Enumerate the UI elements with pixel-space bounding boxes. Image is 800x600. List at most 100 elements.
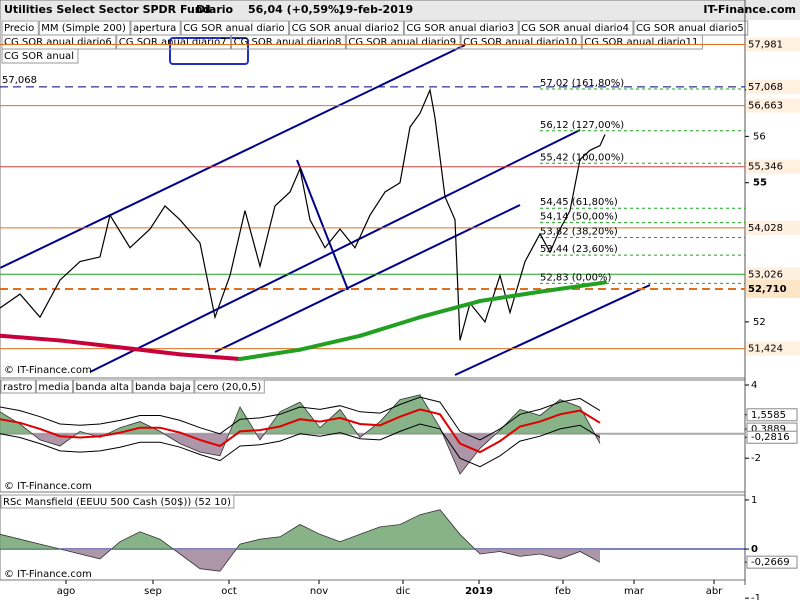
legend-entry: CG SOR anual diario9 bbox=[348, 37, 456, 48]
x-tick-label: 2019 bbox=[465, 586, 493, 597]
panel-label: rastro bbox=[3, 382, 32, 393]
moving-average bbox=[238, 347, 302, 361]
fib-label: 53,82 (38,20%) bbox=[540, 226, 618, 237]
level-tag bbox=[746, 341, 800, 356]
y-tick-label: -0,2669 bbox=[751, 557, 790, 568]
trend-channels bbox=[0, 44, 651, 376]
y-tick-label: -2 bbox=[751, 453, 761, 464]
level-label: 57,068 bbox=[748, 82, 783, 93]
legend-entry: CG SOR anual diario5 bbox=[636, 23, 744, 34]
legend-box bbox=[581, 34, 703, 50]
x-tick-label: abr bbox=[706, 586, 723, 597]
panel-label-box bbox=[73, 379, 133, 394]
panel-label: cero (20,0,5) bbox=[197, 382, 262, 393]
x-tick-label: dic bbox=[396, 586, 411, 597]
series-line bbox=[0, 396, 601, 441]
header-change: 56,04 (+0,59%) bbox=[248, 3, 344, 16]
fib-label: 57,02 (161,80%) bbox=[540, 78, 624, 89]
header-title: Utilities Select Sector SPDR Fund bbox=[4, 3, 210, 16]
y-tick-label: 4 bbox=[751, 380, 757, 391]
legend-entry: CG SOR anual diario4 bbox=[521, 23, 629, 34]
fib-label: 52,83 (0,00%) bbox=[540, 272, 611, 283]
level-label: 51,424 bbox=[748, 344, 783, 355]
series-line bbox=[0, 423, 601, 468]
panel-label-box bbox=[0, 379, 36, 394]
level-label: 54,028 bbox=[748, 223, 783, 234]
level-label: 56,663 bbox=[748, 101, 783, 112]
panel-label: media bbox=[38, 382, 69, 393]
legend-box bbox=[116, 34, 232, 50]
y-tick-label: 52 bbox=[753, 317, 766, 328]
price-line bbox=[0, 87, 606, 341]
x-tick-label: ago bbox=[57, 586, 76, 597]
legend-entry: CG SOR anual bbox=[4, 51, 74, 62]
level-tag bbox=[746, 279, 800, 298]
value-tag bbox=[746, 408, 798, 422]
legend-entry: CG SOR anual diario6 bbox=[4, 37, 112, 48]
moving-average bbox=[358, 315, 422, 338]
header-date: 19-feb-2019 bbox=[338, 3, 413, 16]
level-label: 55,346 bbox=[748, 162, 783, 173]
level-tag bbox=[746, 267, 800, 282]
panel-label: banda baja bbox=[135, 382, 191, 393]
level-label: 57,981 bbox=[748, 39, 783, 50]
level-tag bbox=[746, 220, 800, 235]
legend-box bbox=[460, 34, 582, 50]
legend-box bbox=[345, 34, 461, 50]
x-tick-label: oct bbox=[221, 586, 237, 597]
legend-entry: CG SOR anual diario8 bbox=[234, 37, 342, 48]
value-tag bbox=[746, 555, 798, 569]
value-tag bbox=[746, 430, 798, 444]
series-line bbox=[0, 408, 601, 454]
x-tick-label: sep bbox=[144, 586, 162, 597]
y-tick-label: 1 bbox=[751, 495, 757, 506]
watermark: © IT-Finance.com bbox=[4, 365, 92, 376]
legend-entry: CG SOR anual diario7 bbox=[119, 37, 227, 48]
level-label: 53,026 bbox=[748, 269, 783, 280]
level-tag bbox=[746, 159, 800, 174]
site: IT-Finance.com bbox=[703, 3, 796, 16]
panel-label-box bbox=[194, 379, 265, 394]
y-tick-label: -1 bbox=[751, 593, 761, 600]
y-tick-label: -0,2816 bbox=[751, 432, 790, 443]
panel-label: RSc Mansfield (EEUU 500 Cash (50$)) (52 … bbox=[3, 497, 231, 508]
level-label-left: 57,068 bbox=[2, 75, 37, 86]
moving-average bbox=[418, 299, 482, 320]
legend-entry: apertura bbox=[133, 23, 176, 34]
level-tag bbox=[746, 98, 800, 113]
area-positive bbox=[0, 394, 595, 434]
x-tick-label: feb bbox=[555, 586, 571, 597]
level-tag bbox=[746, 37, 800, 52]
watermark: © IT-Finance.com bbox=[4, 569, 92, 580]
watermark: © IT-Finance.com bbox=[4, 481, 92, 492]
area-outline bbox=[0, 509, 601, 572]
legend-entry: MM (Simple 200) bbox=[41, 23, 126, 34]
panel-label: banda alta bbox=[76, 382, 129, 393]
area-outline bbox=[0, 394, 601, 475]
header-period: Diario bbox=[196, 3, 234, 16]
area-positive bbox=[0, 509, 600, 550]
legend-entry: CG SOR anual diario10 bbox=[463, 37, 577, 48]
moving-average bbox=[478, 289, 542, 304]
level-label: 52,710 bbox=[748, 284, 787, 295]
legend-entry: CG SOR anual diario2 bbox=[292, 23, 400, 34]
panel-label-box bbox=[0, 494, 235, 509]
y-tick-label: 56 bbox=[753, 131, 766, 142]
x-tick-label: nov bbox=[310, 586, 328, 597]
panel-label-box bbox=[132, 379, 195, 394]
moving-average bbox=[538, 280, 607, 294]
y-tick-label: 0 bbox=[751, 544, 758, 555]
y-tick-label: 0,3889 bbox=[751, 424, 786, 435]
panel-label-box bbox=[35, 379, 74, 394]
level-tag bbox=[746, 79, 800, 94]
fib-label: 56,12 (127,00%) bbox=[540, 120, 624, 131]
x-tick-label: mar bbox=[624, 586, 645, 597]
area-negative bbox=[60, 549, 600, 572]
fib-label: 54,14 (50,00%) bbox=[540, 212, 618, 223]
y-tick-label: 55 bbox=[753, 178, 767, 189]
legend-entry: CG SOR anual diario11 bbox=[584, 37, 698, 48]
moving-average bbox=[0, 333, 62, 343]
fib-label: 54,45 (61,80%) bbox=[540, 197, 618, 208]
